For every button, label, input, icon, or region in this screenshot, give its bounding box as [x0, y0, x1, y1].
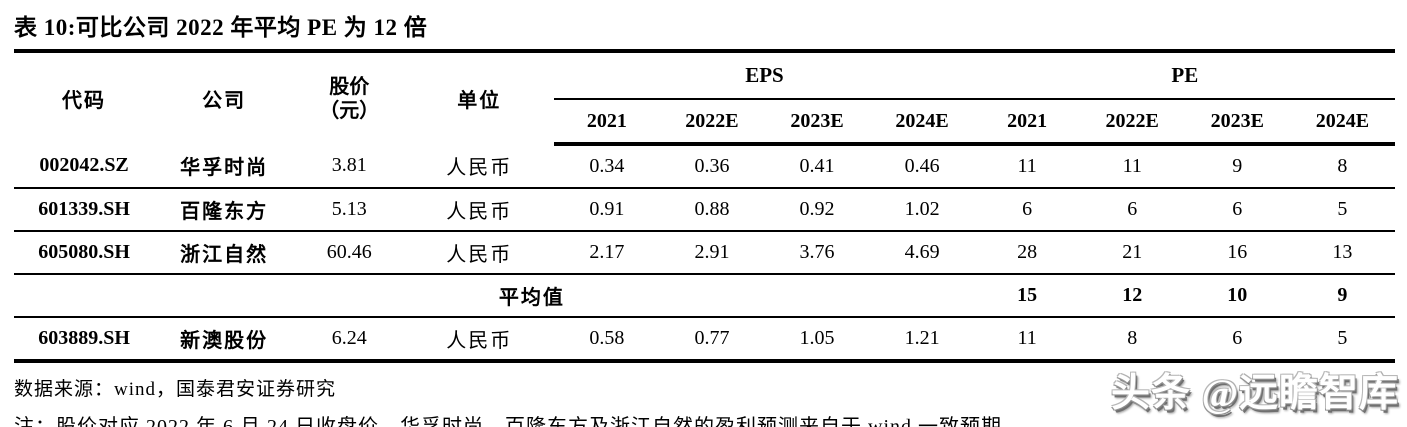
cell-empty [870, 274, 975, 317]
price-label-line2: （元） [319, 99, 380, 122]
eps-year-2023e: 2023E [764, 99, 870, 146]
cell-code: 002042.SZ [39, 154, 129, 176]
cell-pe-2024e: 5 [1337, 327, 1348, 349]
table-row-xinao: 603889.SH 新澳股份 6.24 人民币 0.58 0.77 1.05 1… [14, 317, 1395, 361]
cell-pe-2023e: 6 [1232, 198, 1243, 220]
cell-pe-2021: 6 [1022, 198, 1033, 220]
cell-pe-2023e: 16 [1227, 241, 1248, 263]
cell-price: 6.24 [331, 327, 367, 349]
cell-eps-2021: 2.17 [589, 241, 625, 263]
cell-eps-2021: 0.34 [589, 155, 625, 177]
cell-code: 601339.SH [38, 198, 130, 220]
col-header-price: 股价 （元） [294, 51, 404, 144]
data-source-line: 数据来源：wind，国泰君安证券研究 [14, 379, 337, 400]
price-label-line1: 股价 [329, 75, 370, 98]
header-year-row: 2021 2022E 2023E 2024E 2021 2022E 2023E … [14, 99, 1395, 146]
comparable-companies-table: 代码 公司 股价 （元） 单位 EPS PE 2021 2022E 2023E … [14, 49, 1395, 363]
cell-avg-pe-2022e: 12 [1122, 284, 1143, 306]
cell-unit: 人民币 [446, 330, 513, 352]
cell-price: 3.81 [331, 154, 367, 176]
cell-empty [14, 274, 154, 317]
cell-eps-2021: 0.58 [589, 327, 625, 349]
table-header: 代码 公司 股价 （元） 单位 EPS PE 2021 2022E 2023E … [14, 51, 1395, 146]
cell-eps-2024e: 4.69 [904, 241, 940, 263]
col-group-eps: EPS [554, 51, 975, 100]
cell-pe-2023e: 9 [1232, 155, 1243, 177]
pe-year-2024e: 2024E [1289, 99, 1395, 146]
cell-unit: 人民币 [446, 201, 513, 223]
cell-pe-2022e: 6 [1127, 198, 1138, 220]
cell-empty [294, 274, 404, 317]
cell-eps-2023e: 1.05 [799, 327, 835, 349]
cell-company: 新澳股份 [180, 330, 269, 352]
note-line: 注：股价对应 2022 年 6 月 24 日收盘价，华孚时尚、百隆东方及浙江自然… [14, 416, 1002, 427]
cell-empty [154, 274, 294, 317]
col-group-pe: PE [974, 51, 1395, 100]
cell-pe-2021: 28 [1017, 241, 1038, 263]
cell-pe-2022e: 21 [1122, 241, 1143, 263]
pe-year-2022e: 2022E [1079, 99, 1185, 146]
cell-eps-2022e: 0.36 [694, 155, 730, 177]
cell-avg-pe-2021: 15 [1017, 284, 1038, 306]
cell-eps-2022e: 2.91 [694, 241, 730, 263]
table-row-bailong: 601339.SH 百隆东方 5.13 人民币 0.91 0.88 0.92 1… [14, 188, 1395, 231]
header-group-row: 代码 公司 股价 （元） 单位 EPS PE [14, 51, 1395, 122]
eps-year-2022e: 2022E [659, 99, 765, 146]
cell-empty [764, 274, 869, 317]
cell-price: 60.46 [326, 241, 372, 263]
cell-pe-2021: 11 [1017, 327, 1037, 349]
cell-eps-2021: 0.91 [589, 198, 625, 220]
cell-company: 浙江自然 [180, 244, 269, 266]
cell-eps-2023e: 0.92 [799, 198, 835, 220]
cell-pe-2024e: 8 [1337, 155, 1348, 177]
eps-year-2024e: 2024E [869, 99, 975, 146]
pe-year-2021: 2021 [974, 99, 1080, 146]
cell-avg-pe-2024e: 9 [1337, 284, 1348, 306]
watermark: 头条 @远瞻智库 [1110, 372, 1399, 415]
cell-code: 603889.SH [38, 327, 130, 349]
cell-price: 5.13 [331, 198, 367, 220]
cell-empty [659, 274, 764, 317]
cell-eps-2022e: 0.88 [694, 198, 730, 220]
col-header-company: 公司 [202, 90, 247, 112]
average-label: 平均值 [498, 287, 565, 309]
cell-unit: 人民币 [446, 157, 513, 179]
cell-eps-2022e: 0.77 [694, 327, 730, 349]
cell-pe-2023e: 6 [1232, 327, 1243, 349]
cell-pe-2024e: 13 [1332, 241, 1353, 263]
cell-eps-2024e: 1.21 [904, 327, 940, 349]
table-row-huafu: 002042.SZ 华孚时尚 3.81 人民币 0.34 0.36 0.41 0… [14, 144, 1395, 188]
cell-code: 605080.SH [38, 241, 130, 263]
col-header-code: 代码 [62, 90, 107, 112]
eps-year-2021: 2021 [554, 99, 660, 146]
cell-eps-2023e: 0.41 [799, 155, 835, 177]
cell-avg-pe-2023e: 10 [1227, 284, 1248, 306]
table-body: 002042.SZ 华孚时尚 3.81 人民币 0.34 0.36 0.41 0… [14, 144, 1395, 361]
cell-eps-2023e: 3.76 [799, 241, 835, 263]
cell-pe-2024e: 5 [1337, 198, 1348, 220]
cell-unit: 人民币 [446, 244, 513, 266]
cell-eps-2024e: 1.02 [904, 198, 940, 220]
pe-year-2023e: 2023E [1184, 99, 1290, 146]
cell-pe-2022e: 8 [1127, 327, 1138, 349]
col-header-unit: 单位 [457, 90, 502, 112]
cell-pe-2021: 11 [1017, 155, 1037, 177]
cell-pe-2022e: 11 [1122, 155, 1142, 177]
page-title: 表 10:可比公司 2022 年平均 PE 为 12 倍 [14, 15, 428, 40]
cell-eps-2024e: 0.46 [904, 155, 940, 177]
table-row-zhejiang: 605080.SH 浙江自然 60.46 人民币 2.17 2.91 3.76 … [14, 231, 1395, 274]
cell-company: 华孚时尚 [180, 157, 269, 179]
average-row: 平均值 15 12 10 9 [14, 274, 1395, 317]
cell-company: 百隆东方 [180, 201, 269, 223]
